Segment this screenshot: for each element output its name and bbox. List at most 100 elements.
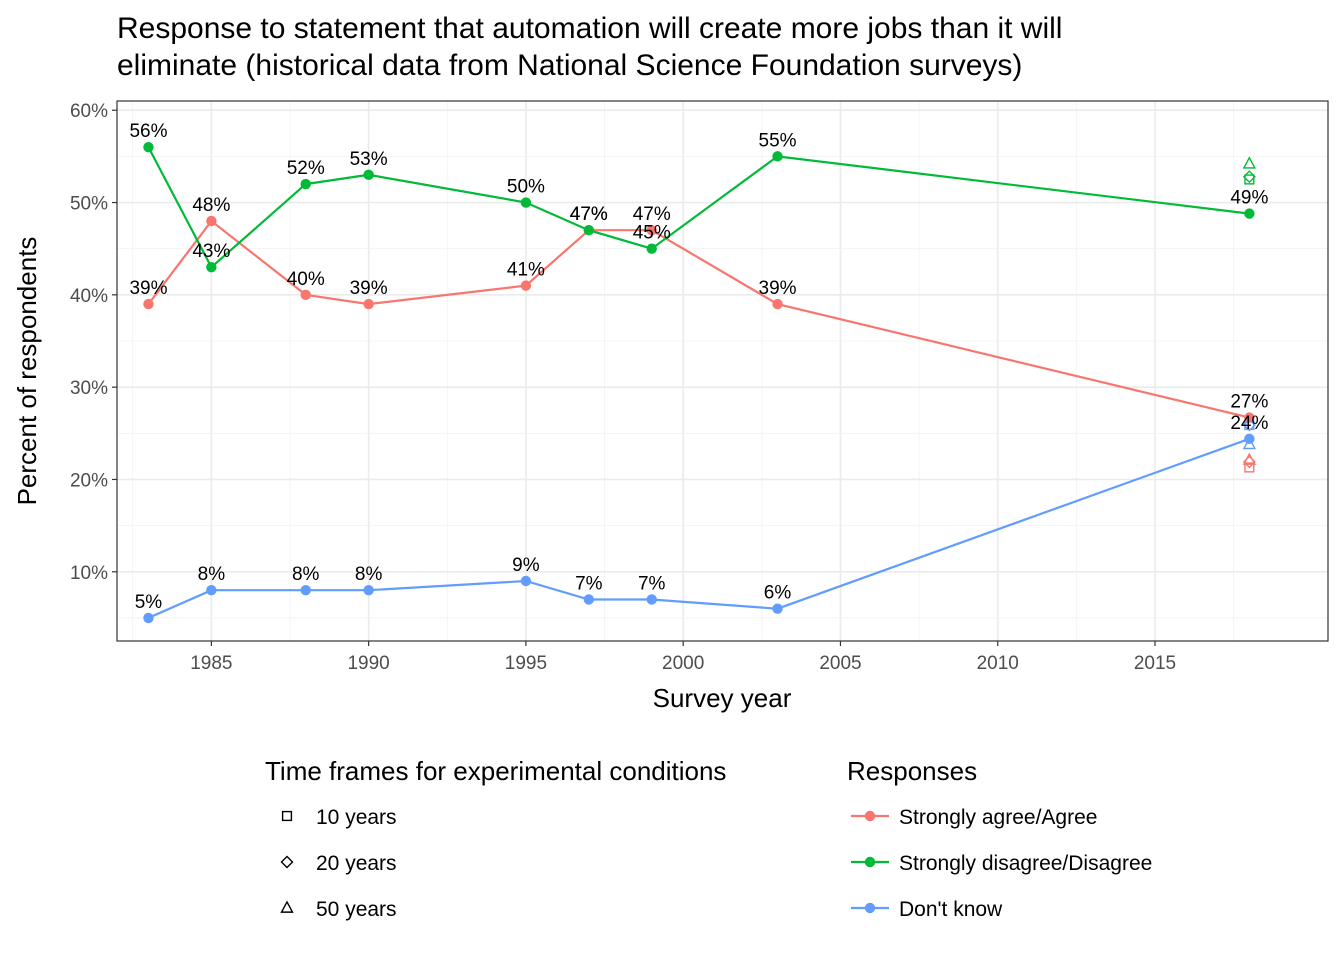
legend-key-point: [864, 856, 876, 868]
data-point: [646, 225, 657, 236]
data-point: [520, 280, 532, 291]
data-label: 8%: [355, 564, 383, 585]
series-line: [148, 437, 1250, 619]
data-label: 55%: [759, 130, 797, 151]
data-point: [300, 178, 311, 190]
data-label: 6%: [764, 583, 792, 604]
data-label: 39%: [350, 278, 388, 299]
data-point: [583, 225, 595, 236]
legend-item-label: 50 years: [316, 898, 397, 921]
data-label: 47%: [633, 204, 671, 225]
data-label: 56%: [129, 121, 167, 142]
diamond-marker: [280, 855, 294, 869]
x-axis-title: Survey year: [653, 683, 792, 713]
diamond-marker: [1242, 418, 1256, 432]
data-point: [300, 585, 311, 596]
data-label: 49%: [1230, 188, 1268, 209]
data-label: 39%: [759, 278, 797, 299]
y-tick-label: 50%: [70, 194, 108, 215]
legend-key-point: [864, 902, 876, 914]
data-point: [772, 603, 783, 614]
chart-title-line-2: eliminate (historical data from National…: [117, 49, 1023, 82]
data-point: [646, 243, 657, 254]
data-point: [646, 594, 657, 605]
data-point: [772, 298, 783, 310]
data-point: [1244, 412, 1255, 423]
data-label: 40%: [287, 269, 325, 290]
y-tick-label: 30%: [70, 378, 108, 399]
data-label: 47%: [570, 204, 608, 225]
data-label: 43%: [192, 241, 230, 262]
data-point: [520, 575, 532, 587]
data-label: 7%: [638, 573, 666, 594]
data-label: 24%: [1230, 413, 1268, 434]
series-line: [147, 219, 1250, 419]
x-tick-label: 2015: [1134, 653, 1176, 674]
data-label: 45%: [633, 223, 671, 244]
legend-item-label: Don't know: [899, 898, 1003, 921]
data-label: 48%: [192, 195, 230, 216]
data-label: 9%: [512, 555, 540, 576]
data-label: 5%: [135, 592, 163, 613]
x-tick-label: 2000: [662, 653, 704, 674]
legend-item-label: 20 years: [316, 852, 397, 875]
data-point: [300, 289, 311, 301]
square-marker: [1244, 462, 1255, 473]
data-label: 53%: [350, 149, 388, 170]
y-tick-label: 40%: [70, 286, 108, 307]
data-point: [143, 298, 154, 310]
triangle-marker: [280, 900, 294, 913]
square-marker: [281, 810, 293, 822]
y-tick-label: 10%: [70, 563, 108, 584]
data-label: 8%: [198, 564, 226, 585]
data-point: [206, 585, 217, 596]
chart-axes: 1985 1990 1995 2000 2005 2010 2015 10% 20% 30% 40%…: [70, 101, 1176, 674]
data-label: 50%: [507, 177, 545, 198]
chart-title-line-1: Response to statement that automation wi…: [117, 12, 1063, 45]
data-point: [1244, 433, 1255, 445]
data-label: 27%: [1230, 392, 1268, 413]
legend-title-time-frames: Time frames for experimental conditions: [265, 756, 726, 786]
data-point: [520, 197, 532, 208]
chart-title: Response to statement that automation wi…: [117, 10, 1317, 84]
series-lines: [147, 146, 1250, 619]
chart-legends: Time frames for experimental conditions 1…: [265, 756, 1152, 921]
triangle-marker: [1242, 436, 1257, 450]
y-tick-label: 20%: [70, 470, 108, 491]
data-point: [1244, 208, 1255, 219]
experimental-points: [1242, 156, 1257, 473]
triangle-marker: [1242, 452, 1257, 465]
y-tick-label: 60%: [70, 101, 108, 122]
legend-item-label: Strongly agree/Agree: [899, 806, 1097, 829]
x-tick-label: 1985: [190, 653, 232, 674]
data-point: [363, 585, 374, 596]
y-axis-title: Percent of respondents: [12, 237, 42, 506]
chart-grid: [117, 101, 1328, 641]
legend-item-label: Strongly disagree/Disagree: [899, 852, 1152, 875]
legend-key-point: [864, 810, 876, 822]
data-label: 7%: [575, 573, 603, 594]
plot-panel-border: [116, 100, 1329, 642]
data-point: [143, 612, 154, 624]
x-tick-label: 2005: [819, 653, 861, 674]
data-point: [363, 169, 374, 181]
data-labels: 39% 48% 40% 39% 41% 47% 47% 39% 27% 56% 43% 52% 53% 5…: [129, 121, 1268, 613]
legend-item-label: 10 years: [316, 806, 397, 829]
diamond-marker: [1242, 170, 1256, 184]
series-points: [143, 141, 1255, 624]
triangle-marker: [1242, 156, 1257, 169]
data-point: [583, 594, 595, 605]
square-marker: [1244, 174, 1255, 185]
legend-title-responses: Responses: [847, 756, 977, 786]
data-label: 41%: [507, 260, 545, 281]
x-tick-label: 1990: [347, 653, 389, 674]
data-label: 52%: [287, 158, 325, 179]
x-tick-label: 1995: [505, 653, 547, 674]
data-point: [206, 215, 217, 227]
data-label: 47%: [570, 204, 608, 225]
data-point: [363, 298, 374, 310]
data-point: [143, 141, 154, 153]
data-point: [206, 261, 217, 273]
data-point: [772, 151, 783, 162]
